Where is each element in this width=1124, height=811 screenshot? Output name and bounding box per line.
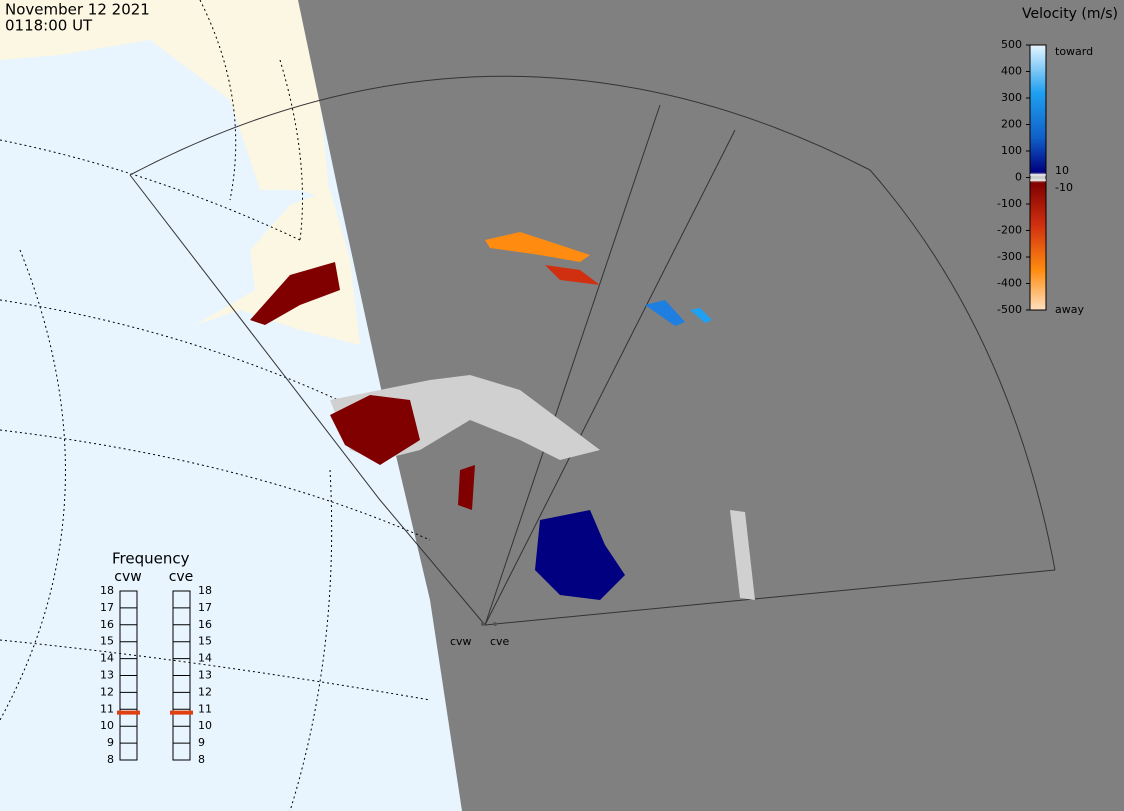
colorbar-tick-label: 0 <box>1015 171 1022 184</box>
frequency-tick-label: 17 <box>198 601 212 614</box>
radar-label: cvw <box>450 635 472 648</box>
radar-label: cve <box>490 635 510 648</box>
frequency-tick-label: 13 <box>198 669 212 682</box>
away-label: away <box>1055 303 1084 316</box>
frequency-tick-label: 18 <box>100 584 114 597</box>
colorbar-tick-label: 10 <box>1055 164 1069 177</box>
velocity-title: Velocity (m/s) <box>1022 6 1118 22</box>
frequency-tick-label: 9 <box>107 736 114 749</box>
frequency-tick-label: 10 <box>100 719 114 732</box>
radar-site <box>493 622 497 626</box>
colorbar-tick-label: -10 <box>1055 181 1073 194</box>
colorbar-tick-label: 500 <box>1001 38 1022 51</box>
colorbar-tick-label: -300 <box>997 250 1022 263</box>
grid <box>0 0 431 811</box>
colorbar-tick-label: 100 <box>1001 144 1022 157</box>
colorbar-tick-label: 200 <box>1001 118 1022 131</box>
frequency-tick-label: 10 <box>198 719 212 732</box>
frequency-tick-label: 9 <box>198 736 205 749</box>
time: 0118:00 UT <box>5 17 93 35</box>
colorbar-tick-label: -500 <box>997 303 1022 316</box>
radar-name: cvw <box>114 569 141 585</box>
frequency-tick-label: 18 <box>198 584 212 597</box>
land-gray <box>298 0 1124 811</box>
colorbar-tick-label: -400 <box>997 277 1022 290</box>
land <box>195 190 360 345</box>
frequency-tick-label: 11 <box>198 702 212 715</box>
frequency-tick-label: 17 <box>100 601 114 614</box>
frequency-tick-label: 11 <box>100 702 114 715</box>
frequency-tick-label: 15 <box>100 635 114 648</box>
frequency-tick-label: 14 <box>198 652 212 665</box>
fan-outline <box>129 75 1056 626</box>
colorbar-tick-label: -100 <box>997 197 1022 210</box>
colorbar-tick-label: 400 <box>1001 65 1022 78</box>
radar-name: cve <box>169 569 194 585</box>
frequency-tick-label: 15 <box>198 635 212 648</box>
frequency-title: Frequency <box>112 550 190 568</box>
frequency-tick-label: 8 <box>198 753 205 766</box>
frequency-tick-label: 14 <box>100 652 114 665</box>
frequency-tick-label: 16 <box>198 618 212 631</box>
scatter-patches <box>250 232 755 600</box>
radar-site <box>481 622 485 626</box>
frequency-tick-label: 13 <box>100 669 114 682</box>
colorbar <box>1029 44 1047 311</box>
frequency-tick-label: 8 <box>107 753 114 766</box>
frequency-tick-label: 12 <box>100 685 114 698</box>
colorbar-tick-label: 300 <box>1001 91 1022 104</box>
colorbar-tick-label: -200 <box>997 224 1022 237</box>
date: November 12 2021 <box>5 1 150 19</box>
frequency-tick-label: 12 <box>198 685 212 698</box>
land <box>0 0 330 200</box>
toward-label: toward <box>1055 45 1093 58</box>
frequency-tick-label: 16 <box>100 618 114 631</box>
